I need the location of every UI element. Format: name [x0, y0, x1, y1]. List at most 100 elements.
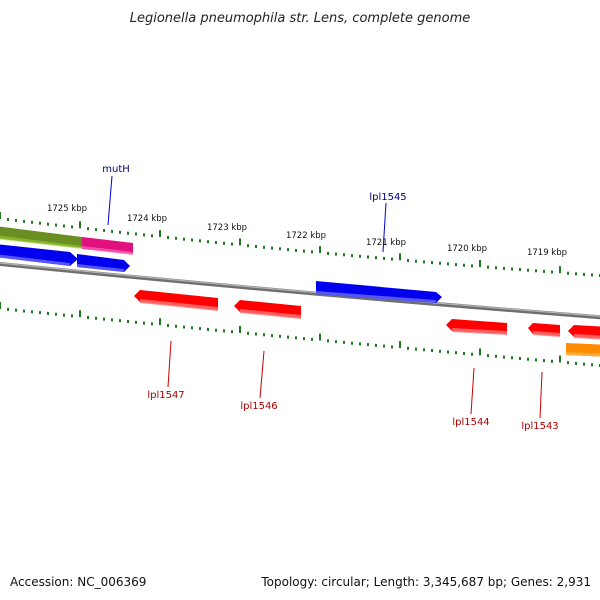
- minor-tick: [143, 233, 145, 237]
- minor-tick: [407, 259, 409, 262]
- major-tick: [0, 212, 1, 219]
- minor-tick: [47, 311, 49, 315]
- minor-tick: [567, 361, 569, 365]
- minor-tick: [503, 266, 505, 270]
- minor-tick: [175, 324, 177, 328]
- major-tick: [479, 260, 481, 267]
- minor-tick: [87, 227, 89, 231]
- minor-tick: [7, 307, 9, 311]
- minor-tick: [183, 237, 185, 241]
- minor-tick: [391, 345, 393, 349]
- minor-tick: [375, 343, 377, 347]
- minor-tick: [327, 339, 329, 343]
- minor-tick: [39, 311, 41, 315]
- minor-tick: [263, 333, 265, 337]
- minor-tick: [31, 310, 33, 314]
- minor-tick: [71, 314, 73, 318]
- major-tick: [559, 266, 561, 274]
- minor-tick: [527, 268, 529, 272]
- minor-tick: [415, 347, 417, 351]
- genome-backbone: [0, 261, 600, 320]
- minor-tick: [191, 326, 193, 330]
- feature-magenta[interactable]: [82, 237, 133, 255]
- major-tick: [239, 238, 241, 246]
- gene-lpl1543[interactable]: [528, 323, 560, 337]
- minor-tick: [311, 337, 313, 341]
- minor-tick: [199, 327, 201, 331]
- minor-tick: [23, 309, 25, 313]
- minor-tick: [415, 259, 417, 263]
- gene-lpl1544[interactable]: [446, 319, 507, 335]
- minor-tick: [551, 359, 553, 363]
- major-tick: [479, 348, 481, 356]
- minor-tick: [335, 340, 337, 344]
- minor-tick: [279, 247, 281, 251]
- minor-tick: [103, 229, 105, 232]
- minor-tick: [183, 325, 185, 329]
- minor-tick: [407, 346, 409, 350]
- gene-mutH[interactable]: [77, 254, 130, 272]
- minor-tick: [567, 271, 569, 275]
- minor-tick: [423, 348, 425, 352]
- tick-labels: 1725 kbp 1724 kbp 1723 kbp 1722 kbp 1721…: [47, 204, 567, 258]
- minor-tick: [439, 261, 441, 265]
- minor-tick: [167, 236, 169, 239]
- feature-olive[interactable]: [0, 226, 82, 249]
- tick-label: 1724 kbp: [127, 214, 167, 224]
- minor-tick: [199, 239, 201, 243]
- minor-tick: [463, 352, 465, 355]
- minor-tick: [343, 253, 345, 257]
- minor-tick: [535, 358, 537, 362]
- gene-lpl1545[interactable]: [316, 281, 442, 303]
- major-tick: [399, 253, 401, 261]
- minor-tick: [551, 270, 553, 274]
- minor-tick: [135, 320, 137, 324]
- minor-tick: [295, 248, 297, 252]
- minor-tick: [591, 363, 593, 367]
- gene-label-lpl1544: lpl1544: [452, 417, 489, 428]
- gene-label-mutH: mutH: [102, 164, 130, 175]
- minor-tick: [143, 321, 145, 325]
- minor-tick: [463, 263, 465, 267]
- minor-tick: [447, 350, 449, 354]
- minor-tick: [519, 268, 521, 272]
- map-title: Legionella pneumophila str. Lens, comple…: [130, 11, 471, 26]
- minor-tick: [583, 272, 585, 276]
- minor-tick: [135, 232, 137, 236]
- feature-orange[interactable]: [566, 343, 600, 357]
- minor-tick: [95, 228, 97, 232]
- minor-tick: [359, 254, 361, 258]
- minor-tick: [207, 240, 209, 244]
- minor-tick: [495, 354, 497, 358]
- minor-tick: [575, 272, 577, 276]
- minor-tick: [7, 218, 9, 221]
- gene-right-partial[interactable]: [568, 325, 600, 340]
- major-tick: [239, 326, 241, 333]
- minor-tick: [303, 337, 305, 341]
- major-tick: [319, 246, 321, 254]
- gene-forward-left[interactable]: [0, 244, 78, 266]
- gene-lpl1547[interactable]: [134, 290, 218, 311]
- minor-tick: [359, 342, 361, 346]
- minor-tick: [167, 324, 169, 327]
- minor-tick: [127, 320, 129, 323]
- minor-tick: [527, 357, 529, 361]
- minor-tick: [223, 329, 225, 333]
- gene-label-lpl1546: lpl1546: [240, 401, 277, 412]
- minor-tick: [335, 252, 337, 256]
- gene-lpl1546[interactable]: [234, 300, 301, 319]
- minor-tick: [287, 248, 289, 252]
- minor-tick: [15, 308, 17, 312]
- minor-tick: [31, 220, 33, 224]
- minor-tick: [431, 261, 433, 265]
- minor-tick: [487, 354, 489, 358]
- minor-tick: [455, 351, 457, 355]
- minor-tick: [63, 313, 65, 317]
- tick-label: 1719 kbp: [527, 248, 567, 258]
- gene-label-lpl1543: lpl1543: [521, 421, 558, 432]
- minor-tick: [303, 249, 305, 253]
- minor-tick: [447, 262, 449, 266]
- minor-tick: [207, 327, 209, 331]
- major-tick: [319, 333, 321, 341]
